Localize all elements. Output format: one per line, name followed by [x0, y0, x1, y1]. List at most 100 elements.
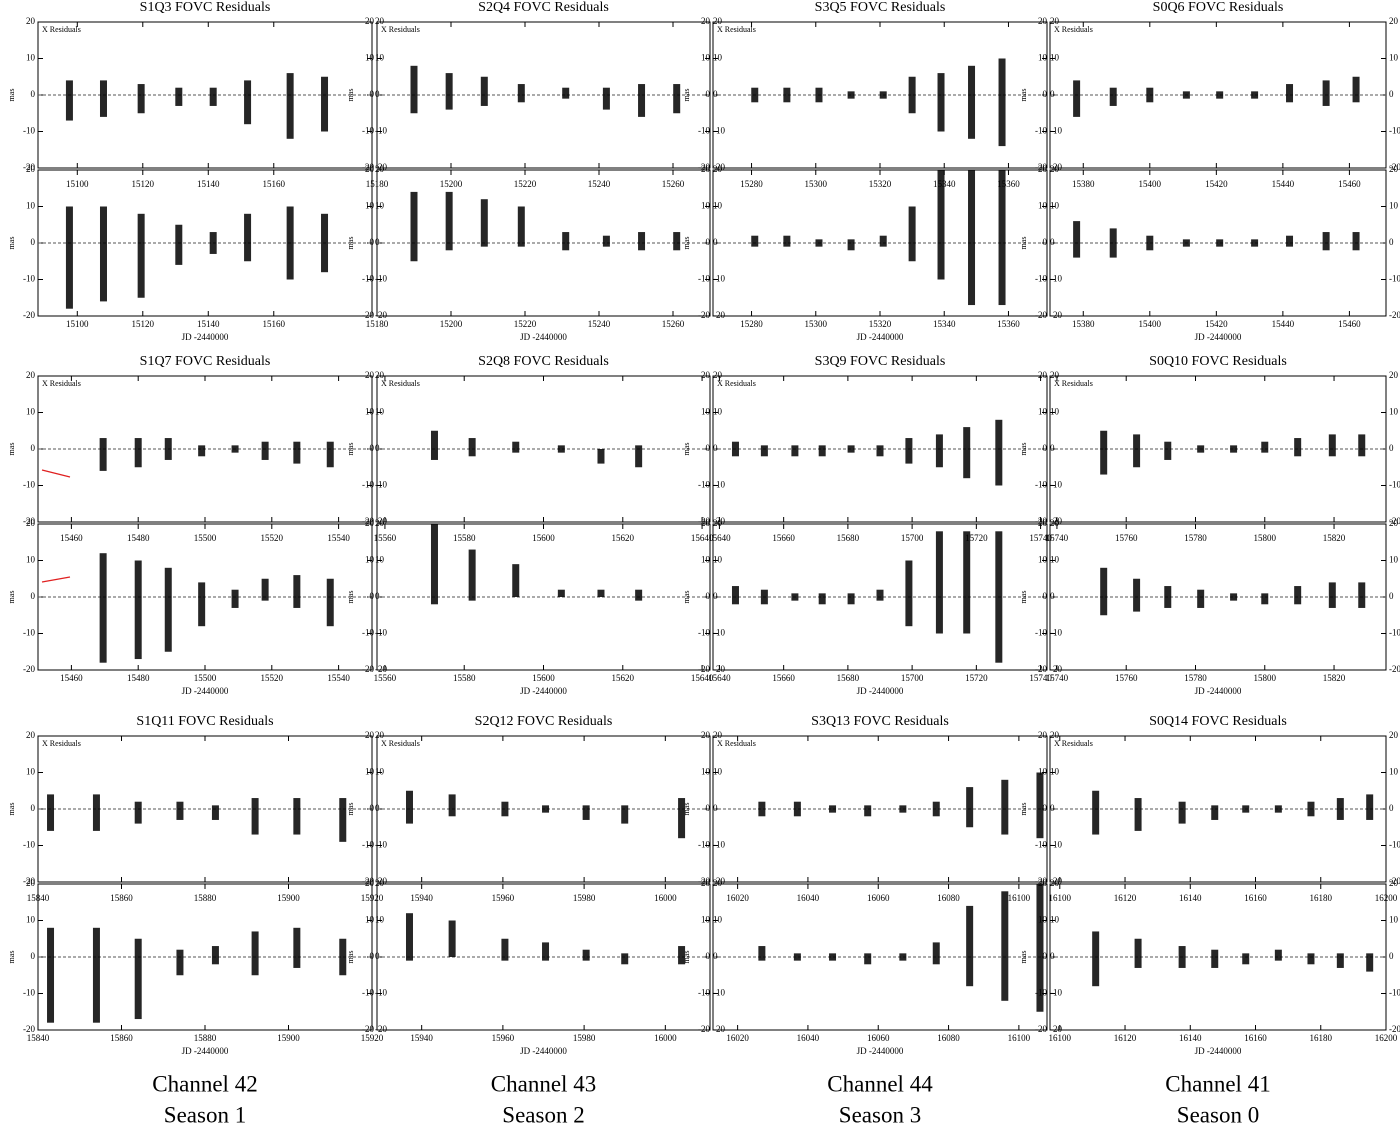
residual-cluster [326, 578, 334, 627]
y-tick-label: 0 [1043, 951, 1048, 961]
y-tick-label: 0 [706, 803, 711, 813]
y-tick-label: 10 [375, 201, 385, 211]
residual-cluster [582, 805, 590, 820]
y-tick-label: -10 [1035, 274, 1047, 284]
residual-cluster [448, 920, 456, 957]
x-tick-label: 16200 [1375, 1033, 1398, 1043]
x-tick-label: 15620 [612, 673, 635, 683]
residual-cluster [760, 445, 768, 457]
x-tick-label: 15520 [261, 533, 284, 543]
y-tick-label: -20 [23, 162, 35, 172]
x-axis-label: JD -2440000 [857, 332, 904, 342]
residual-cluster [879, 235, 887, 247]
y-tick-label: -20 [1035, 1024, 1047, 1034]
y-tick-label: 10 [375, 767, 385, 777]
residual-cluster [1036, 772, 1044, 839]
panel-label: X Residuals [381, 379, 420, 388]
y-axis-label: mas [346, 803, 355, 816]
x-tick-label: 15240 [588, 179, 611, 189]
residual-cluster [1352, 76, 1360, 103]
x-axis-label: JD -2440000 [182, 1046, 229, 1056]
residual-cluster [1211, 949, 1219, 968]
y-tick-label: 10 [713, 407, 723, 417]
y-tick-label: -10 [1050, 840, 1062, 850]
residual-cluster [542, 942, 550, 961]
residual-cluster [760, 589, 768, 605]
y-tick-label: 10 [701, 201, 711, 211]
residual-cluster [1322, 232, 1330, 251]
y-tick-label: -10 [375, 480, 387, 490]
residual-cluster [935, 531, 943, 634]
residual-cluster [99, 80, 107, 117]
y-tick-label: 10 [1050, 201, 1060, 211]
residual-cluster [542, 805, 550, 813]
residual-cluster [512, 441, 520, 453]
y-tick-label: -10 [1050, 988, 1062, 998]
y-axis-label: mas [682, 803, 691, 816]
residual-cluster [321, 76, 329, 132]
residual-cluster [1133, 578, 1141, 612]
y-tick-label: 20 [701, 370, 711, 380]
residual-cluster [430, 430, 438, 460]
residual-cluster [175, 224, 183, 265]
y-tick-label: 10 [375, 915, 385, 925]
y-tick-label: 20 [375, 878, 385, 888]
residual-cluster [99, 206, 107, 302]
y-tick-label: 0 [1389, 951, 1394, 961]
y-tick-label: 20 [1389, 16, 1399, 26]
y-tick-label: 20 [713, 878, 723, 888]
x-tick-label: 15200 [440, 319, 463, 329]
y-tick-label: 20 [1050, 164, 1060, 174]
x-tick-label: 15500 [194, 673, 217, 683]
panel-title: S1Q11 FOVC Residuals [136, 714, 273, 729]
panel-title: S3Q13 FOVC Residuals [811, 714, 949, 729]
y-tick-label: 20 [701, 16, 711, 26]
y-tick-label: -10 [362, 480, 374, 490]
y-tick-label: 0 [1043, 591, 1048, 601]
y-tick-label: 0 [1050, 443, 1055, 453]
residual-cluster [211, 946, 219, 965]
y-tick-label: 10 [26, 53, 36, 63]
y-tick-label: 20 [1050, 16, 1060, 26]
y-tick-label: 10 [375, 555, 385, 565]
x-tick-label: 15460 [60, 673, 83, 683]
residual-cluster [410, 191, 418, 262]
residual-cluster [293, 798, 301, 835]
x-tick-label: 15640 [691, 673, 714, 683]
x-tick-label: 16040 [797, 893, 820, 903]
residual-cluster [47, 794, 55, 831]
y-tick-label: 20 [26, 16, 36, 26]
y-tick-label: -10 [713, 840, 725, 850]
x-tick-label: 15900 [277, 893, 300, 903]
residual-cluster [293, 927, 301, 968]
residual-cluster [1274, 805, 1282, 813]
x-tick-label: 15100 [66, 319, 89, 329]
y-tick-label: 10 [713, 767, 723, 777]
residual-cluster [879, 91, 887, 99]
y-tick-label: 0 [1389, 591, 1394, 601]
y-tick-label: 0 [31, 89, 36, 99]
residual-cluster [1261, 441, 1269, 453]
x-tick-label: 15620 [612, 533, 635, 543]
y-tick-label: -10 [1035, 628, 1047, 638]
x-tick-label: 15460 [60, 533, 83, 543]
panel-label: X Residuals [717, 379, 756, 388]
y-tick-label: 0 [706, 951, 711, 961]
residual-cluster [1197, 589, 1205, 608]
panel-label: X Residuals [381, 25, 420, 34]
x-tick-label: 15420 [1205, 179, 1228, 189]
residual-cluster [1178, 801, 1186, 824]
y-tick-label: 20 [713, 370, 723, 380]
y-tick-label: 0 [706, 591, 711, 601]
residual-cluster [1242, 953, 1250, 965]
caption-season: Season 1 [164, 1102, 246, 1127]
x-tick-label: 15400 [1139, 319, 1162, 329]
annotation-line [41, 469, 71, 478]
x-axis-label: JD -2440000 [520, 332, 567, 342]
y-tick-label: -10 [362, 628, 374, 638]
y-tick-label: -10 [23, 274, 35, 284]
y-tick-label: 0 [31, 803, 36, 813]
x-tick-label: 15160 [263, 179, 286, 189]
y-tick-label: -20 [1389, 1024, 1400, 1034]
panel-title: S1Q7 FOVC Residuals [140, 354, 271, 369]
